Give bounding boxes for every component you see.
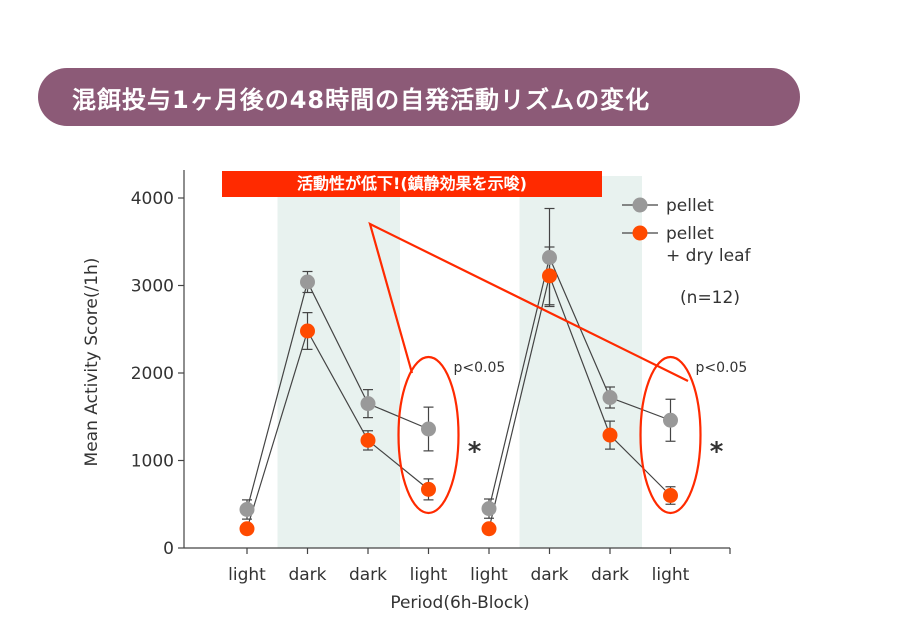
series-line-1: [246, 329, 429, 529]
x-tick-label: dark: [349, 565, 387, 585]
x-tick-label: dark: [288, 565, 326, 585]
chart-title: 混餌投与1ヶ月後の48時間の自発活動リズムの変化: [72, 86, 651, 114]
pellet-point: [542, 250, 557, 265]
legend-label: + dry leaf: [666, 246, 751, 266]
significance-oval: [639, 355, 702, 515]
x-tick-label: light: [470, 565, 508, 585]
significance-asterisk: *: [468, 437, 482, 467]
y-tick-label: 1000: [131, 452, 174, 472]
callout-label: 活動性が低下!(鎮静効果を示唆): [222, 171, 602, 197]
pellet-point: [360, 396, 376, 412]
dry-leaf-point: [481, 521, 497, 537]
title-banner: [38, 68, 800, 126]
pellet-point: [602, 390, 618, 405]
x-tick-label: dark: [530, 565, 568, 585]
y-tick-label: 3000: [131, 277, 174, 297]
pellet-point: [481, 501, 497, 517]
series-line-1: [488, 273, 671, 529]
x-axis-label: Period(6h-Block): [390, 593, 529, 613]
x-tick-label: light: [410, 565, 448, 585]
dry-leaf-point: [239, 521, 255, 537]
callout-pointer: [368, 221, 689, 382]
dry-leaf-point: [421, 481, 436, 497]
significance-oval: [397, 355, 460, 515]
y-tick-label: 0: [163, 539, 174, 559]
dry-leaf-point: [663, 488, 678, 503]
y-axis-label: Mean Activity Score(/1h): [82, 258, 102, 467]
pellet-point: [421, 421, 436, 437]
x-tick-label: light: [652, 565, 690, 585]
y-tick-label: 2000: [131, 364, 174, 384]
x-tick-label: dark: [591, 565, 629, 585]
p-value-label: p<0.05: [454, 360, 506, 376]
dry-leaf-point: [542, 268, 557, 284]
dry-leaf-point: [602, 427, 618, 443]
legend-label: pellet: [666, 224, 714, 244]
sample-size-note: (n=12): [680, 288, 740, 308]
dark-period-band: [277, 176, 400, 548]
p-value-label: p<0.05: [696, 360, 748, 376]
pellet-point: [663, 412, 678, 428]
legend-marker: [632, 197, 648, 213]
dark-period-band: [519, 176, 642, 548]
dry-leaf-point: [300, 323, 315, 339]
x-tick-label: light: [228, 565, 266, 585]
legend-marker: [632, 225, 648, 241]
pellet-point: [300, 274, 315, 290]
legend-label: pellet: [666, 196, 714, 216]
y-tick-label: 4000: [131, 189, 174, 209]
pellet-point: [239, 502, 255, 517]
significance-asterisk: *: [710, 437, 724, 467]
dry-leaf-point: [360, 432, 376, 448]
